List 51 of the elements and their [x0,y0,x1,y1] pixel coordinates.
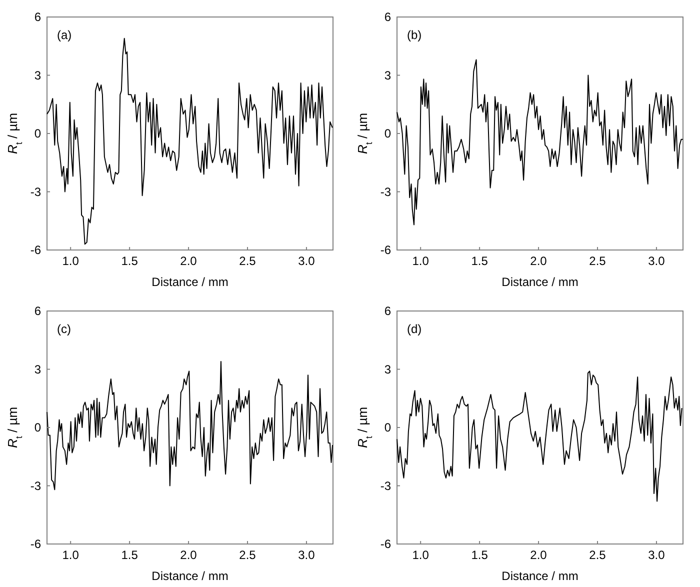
x-tick-label: 2.0 [180,548,198,562]
x-tick-label: 2.5 [239,548,256,562]
y-tick-label: 0 [34,420,42,434]
y-tick-label: 3 [384,362,392,376]
y-tick-label: 6 [384,10,392,24]
y-tick-label: 3 [384,68,392,82]
x-axis-title: Distance / mm [152,569,228,583]
y-tick-label: -3 [380,184,392,199]
x-tick-label: 2.0 [530,548,548,562]
y-tick-label: 6 [34,10,42,24]
x-tick-label: 2.0 [180,254,198,268]
line-series [396,59,684,226]
line-series [46,360,334,490]
y-tick-label: 6 [34,304,42,318]
x-tick-label: 2.0 [530,254,548,268]
x-tick-label: 1.0 [62,548,80,562]
y-tick-label: -3 [30,478,42,493]
y-tick-label: 0 [384,420,392,434]
y-tick-label: -6 [380,537,392,551]
x-tick-label: 2.5 [589,254,606,268]
x-tick-label: 2.5 [239,254,256,268]
y-tick-label: -6 [380,243,392,257]
line-series [396,370,682,502]
y-tick-label: -6 [30,537,42,551]
y-tick-label: -6 [30,243,42,257]
y-tick-label: -3 [380,478,392,493]
x-tick-label: 1.5 [471,548,488,562]
x-tick-label: 1.5 [471,254,488,268]
x-tick-label: 1.0 [412,548,430,562]
x-axis-title: Distance / mm [502,569,578,583]
x-tick-label: 1.0 [62,254,80,268]
y-tick-label: 0 [384,126,392,140]
annotation: (c) [57,322,71,336]
x-tick-label: 2.5 [589,548,606,562]
y-tick-label: 3 [34,68,42,82]
y-tick-label: 3 [34,362,42,376]
annotation: (b) [407,28,422,42]
y-tick-label: 0 [34,126,42,140]
x-tick-label: 3.0 [298,254,316,268]
x-tick-label: 3.0 [298,548,316,562]
x-tick-label: 1.5 [121,254,138,268]
y-tick-label: 6 [384,304,392,318]
x-axis-title: Distance / mm [152,275,228,289]
annotation: (d) [407,322,422,336]
x-tick-label: 1.0 [412,254,430,268]
x-tick-label: 1.5 [121,548,138,562]
x-tick-label: 3.0 [648,548,666,562]
y-tick-label: -3 [30,184,42,199]
x-tick-label: 3.0 [648,254,666,268]
x-axis-title: Distance / mm [502,275,578,289]
annotation: (a) [57,28,72,42]
